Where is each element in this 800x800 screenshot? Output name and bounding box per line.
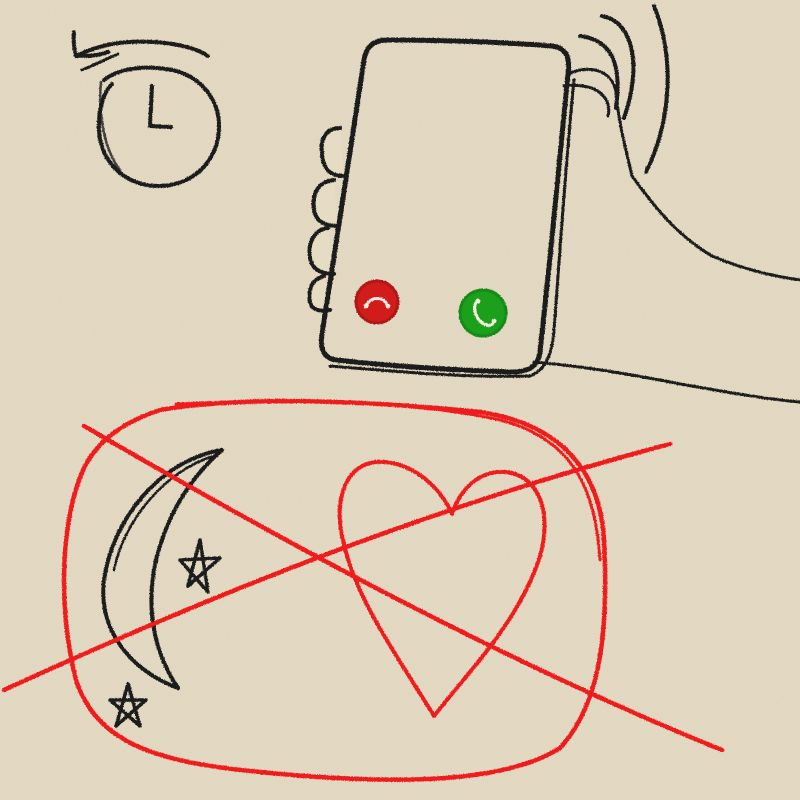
clock-icon	[96, 65, 222, 189]
decline-call-icon	[364, 297, 390, 308]
crescent-moon-icon	[101, 448, 224, 690]
counterclockwise-arrow-icon	[71, 30, 210, 72]
motion-lines	[578, 4, 670, 174]
prohibition-scribble	[1, 398, 725, 782]
star-icon	[108, 682, 148, 728]
answer-call-button	[458, 288, 508, 338]
star-icon	[178, 538, 222, 594]
answer-call-icon	[473, 298, 496, 327]
heart-icon	[337, 459, 547, 718]
decline-call-button	[354, 279, 400, 325]
phone-device	[318, 37, 576, 378]
